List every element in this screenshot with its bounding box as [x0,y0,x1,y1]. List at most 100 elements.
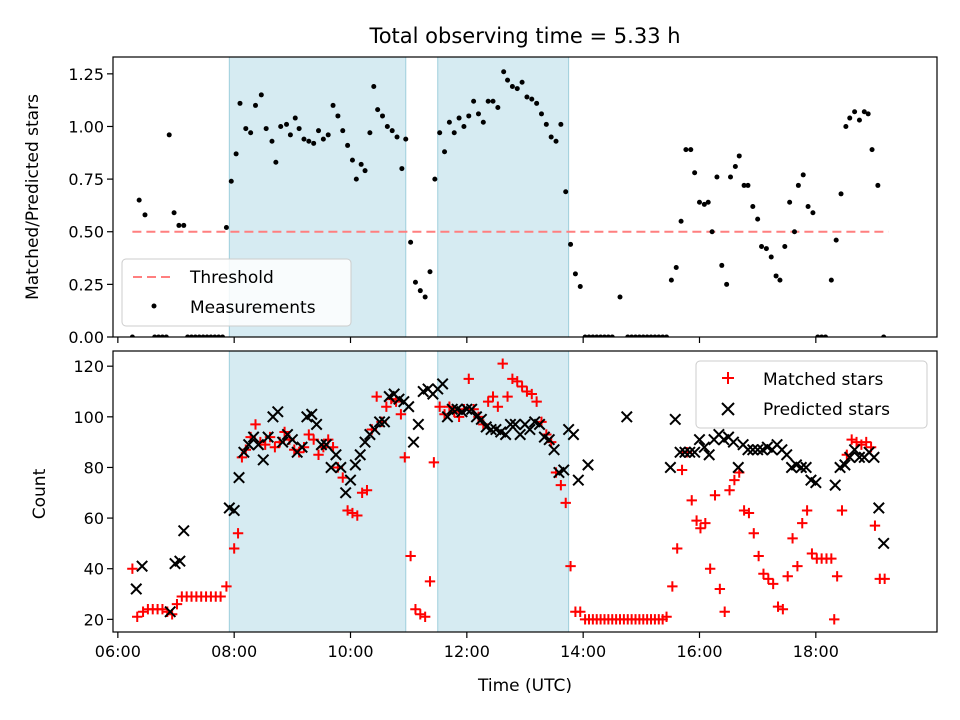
measurement-point [709,229,715,235]
predicted-star-point [436,378,449,390]
measurement-point [750,203,756,209]
x-tick-label: 06:00 [95,642,141,661]
matched-star-point [782,571,793,582]
measurement-point [394,134,400,140]
measurement-point [728,174,734,180]
measurement-point [736,153,742,159]
measurement-point [399,166,405,172]
measurement-point [759,243,765,249]
measurement-point [777,277,783,283]
measurement-point [688,147,694,153]
predicted-star-point [523,423,536,436]
legend-matched-label: Matched stars [763,370,883,390]
matched-star-point [667,581,678,592]
measurement-point [732,163,738,169]
measurement-point [724,281,730,287]
measurement-point [652,334,658,337]
matched-star-point [428,457,440,468]
measurement-point [375,107,381,113]
predicted-star-point [237,446,250,459]
predicted-star-point [742,443,754,456]
figure-title: Total observing time = 5.33 h [368,24,680,48]
markers-group [127,358,890,625]
matched-star-point [661,611,672,623]
measurement-point [705,199,711,205]
measurement-point [714,174,720,180]
measurement-point [349,157,355,163]
measurement-point [451,130,457,136]
axes-frame [112,56,938,338]
measurement-point [417,288,423,294]
measurement-point [509,83,515,89]
measurement-point [192,334,198,337]
measurement-point [701,201,707,207]
predicted-star-point [780,448,793,461]
matched-star-point [264,431,276,443]
measurement-point [791,229,797,235]
legend-measurements-label: Measurements [190,298,316,318]
legend-predicted-label: Predicted stars [763,400,890,420]
predicted-star-point [848,443,861,456]
matched-star-point [497,358,508,369]
matched-star-point [371,391,382,402]
measurement-point [847,115,853,121]
legend-box [121,258,352,327]
predicted-star-point [247,431,260,443]
measurement-point [403,136,409,142]
measurement-point [156,334,162,337]
y-tick-label: 100 [73,408,104,427]
predicted-star-point [136,560,148,573]
predicted-star-point [853,451,866,464]
measurement-point [263,126,269,132]
x-tick-label: 14:00 [560,642,606,661]
predicted-star-point [173,555,186,568]
measurement-point [330,102,336,108]
predicted-star-point [460,403,473,416]
measurement-point [427,269,433,275]
measurement-point [408,239,414,245]
matched-star-point [127,563,138,574]
predicted-star-point [572,474,585,487]
measurement-point [384,123,390,129]
predicted-star-point [703,448,716,461]
matched-star-point [250,419,261,430]
measurement-point [269,138,275,144]
measurement-point [284,121,290,127]
measurement-point [582,334,588,337]
matched-star-point [861,436,872,448]
predicted-star-point [242,438,255,451]
measurement-point [471,98,477,104]
predicted-star-point [271,405,284,418]
measurement-point [660,334,666,337]
predicted-star-point [233,471,245,484]
matched-star-point [695,523,706,534]
predicted-star-point [310,418,323,431]
matched-star-point [729,474,740,486]
measurement-point [572,271,578,277]
predicted-star-point [276,436,289,449]
predicted-star-point [446,403,459,416]
matched-star-point [704,563,716,574]
predicted-star-point [257,453,270,466]
predicted-star-point [402,400,415,413]
matched-star-point [575,606,586,617]
measurement-point [379,113,385,119]
predicted-star-point [305,408,318,421]
matched-star-point [560,497,571,509]
predicted-star-point [746,443,759,456]
matched-star-point [719,606,730,617]
measurement-point [529,96,535,102]
top-legend: Threshold Measurements [121,258,352,327]
measurement-point [204,334,210,337]
bottom-panel: 20 40 60 80 100 120 06:00 08:00 10:00 12:00 14:00 1… [73,350,938,661]
predicted-star-point [320,438,333,451]
matched-star-point [758,568,769,579]
measurement-point [625,334,631,337]
measurement-point [306,138,312,144]
measurement-point [176,222,182,228]
x-tick-label: 10:00 [327,642,373,661]
predicted-star-point [679,446,691,459]
matched-star-point [767,578,779,590]
measurement-point [601,334,607,337]
